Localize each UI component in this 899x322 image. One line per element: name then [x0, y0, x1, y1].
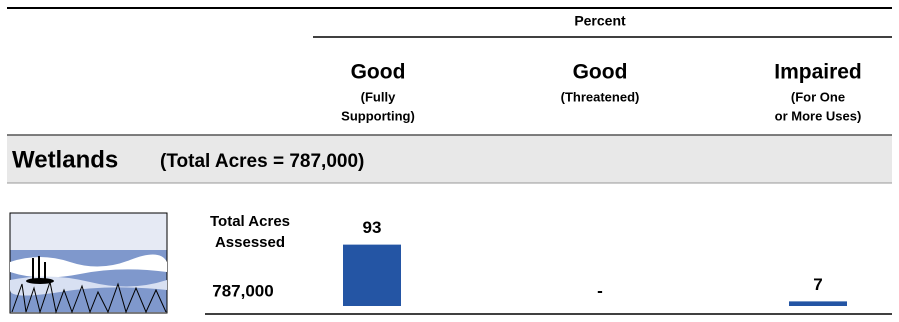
wetland-picture — [9, 212, 168, 314]
column-note: (For One — [791, 89, 845, 104]
column-header: Percent — [574, 13, 626, 29]
section-band — [7, 135, 892, 183]
column-title: Good — [351, 61, 406, 84]
column-title: Good — [573, 61, 628, 84]
column-note: Supporting) — [341, 108, 415, 123]
column-note: (Fully — [361, 89, 396, 104]
bar — [789, 301, 847, 306]
column-note: or More Uses) — [775, 108, 862, 123]
section-note: (Total Acres = 787,000) — [160, 151, 364, 172]
value-label: 93 — [363, 218, 382, 237]
bar — [343, 244, 401, 306]
row-label: Total Acres — [210, 213, 290, 230]
value-label: 7 — [813, 275, 822, 294]
column-title: Impaired — [774, 61, 862, 84]
row-label: Assessed — [215, 234, 285, 251]
value-label: - — [597, 281, 603, 300]
column-note: (Threatened) — [561, 89, 640, 104]
section-title: Wetlands — [12, 146, 118, 173]
row-value: 787,000 — [212, 281, 273, 300]
